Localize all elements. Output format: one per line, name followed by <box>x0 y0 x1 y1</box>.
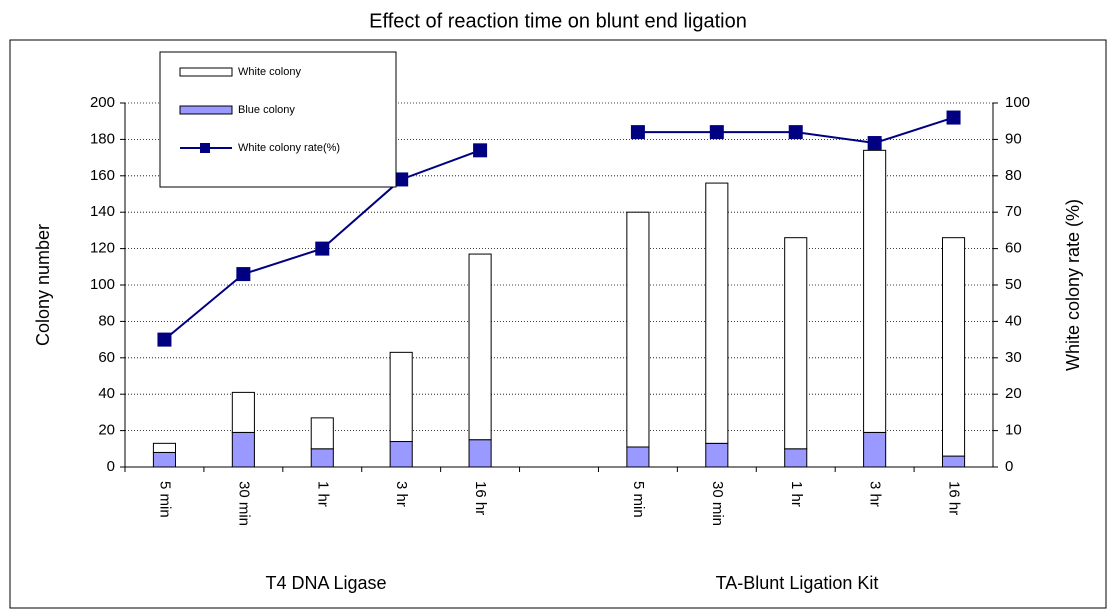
legend-label: White colony <box>238 66 301 78</box>
x-tick-label: 5 min <box>156 481 173 518</box>
line-marker <box>867 136 882 151</box>
y-tick-label: 60 <box>98 349 115 366</box>
x-tick-label: 1 hr <box>788 481 805 507</box>
line-marker <box>788 125 803 140</box>
bar <box>152 442 177 453</box>
y2-tick-label: 60 <box>1005 240 1022 257</box>
y-tick-label: 120 <box>90 240 115 257</box>
bar <box>705 182 729 444</box>
line-marker <box>709 125 724 140</box>
line-marker <box>394 172 409 187</box>
bar <box>152 451 177 468</box>
y2-tick-label: 30 <box>1005 349 1022 366</box>
bar <box>310 417 334 450</box>
y2-tick-label: 50 <box>1005 276 1022 293</box>
x-tick-label: 1 hr <box>314 481 331 507</box>
bar <box>784 237 808 450</box>
y2-axis-title: White colony rate (%) <box>1063 199 1083 371</box>
x-tick-label: 30 min <box>235 481 252 526</box>
x-tick-label: 3 hr <box>393 481 410 507</box>
chart-title: Effect of reaction time on blunt end lig… <box>369 10 747 32</box>
line-marker <box>946 110 961 125</box>
x-tick-label: 3 hr <box>867 481 884 507</box>
x-tick-label: 16 hr <box>946 481 963 515</box>
x-tick-label: 30 min <box>709 481 726 526</box>
line-marker <box>630 125 645 140</box>
y-tick-label: 200 <box>90 94 115 111</box>
line-marker <box>236 267 251 282</box>
bar <box>941 455 966 468</box>
y2-tick-label: 90 <box>1005 130 1022 147</box>
y2-tick-label: 80 <box>1005 167 1022 184</box>
bar <box>310 448 334 468</box>
bar <box>941 237 966 457</box>
bar <box>468 253 492 441</box>
y2-tick-label: 20 <box>1005 385 1022 402</box>
y2-tick-label: 0 <box>1005 458 1013 475</box>
x-tick-label: 5 min <box>630 481 647 518</box>
bar <box>626 446 650 468</box>
line-marker <box>473 143 488 158</box>
y-axis-title: Colony number <box>33 224 53 346</box>
legend-label: Blue colony <box>238 104 295 116</box>
y-tick-label: 80 <box>98 312 115 329</box>
chart-frame <box>9 39 1107 609</box>
y-tick-label: 40 <box>98 385 115 402</box>
bar <box>863 149 887 433</box>
legend-swatch <box>200 143 210 153</box>
legend-label: White colony rate(%) <box>238 142 340 154</box>
y2-tick-label: 40 <box>1005 312 1022 329</box>
bar <box>389 441 413 468</box>
y-tick-label: 100 <box>90 276 115 293</box>
y-tick-label: 20 <box>98 422 115 439</box>
y2-tick-label: 70 <box>1005 203 1022 220</box>
line-marker <box>157 332 172 347</box>
y-tick-label: 160 <box>90 167 115 184</box>
bar <box>784 448 808 468</box>
y-tick-label: 140 <box>90 203 115 220</box>
x-tick-label: 16 hr <box>472 481 489 515</box>
group-label: TA-Blunt Ligation Kit <box>716 573 879 593</box>
y2-tick-label: 10 <box>1005 422 1022 439</box>
legend-swatch <box>179 105 233 115</box>
line-marker <box>315 241 330 256</box>
legend-swatch <box>179 67 233 77</box>
bar <box>626 211 650 448</box>
y-tick-label: 180 <box>90 130 115 147</box>
bar <box>389 351 413 443</box>
y2-tick-label: 100 <box>1005 94 1030 111</box>
bar <box>863 431 887 468</box>
bar <box>468 439 492 468</box>
bar <box>231 391 255 433</box>
bar <box>231 431 255 468</box>
group-label: T4 DNA Ligase <box>265 573 386 593</box>
bar <box>705 442 729 468</box>
y-tick-label: 0 <box>107 458 115 475</box>
